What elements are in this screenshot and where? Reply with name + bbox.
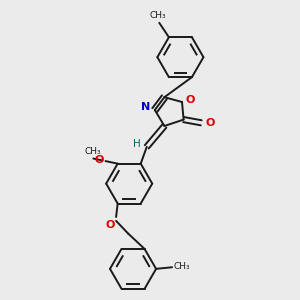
Text: O: O [105, 220, 115, 230]
Text: CH₃: CH₃ [84, 147, 101, 156]
Text: O: O [95, 155, 104, 165]
Text: H: H [133, 139, 140, 149]
Text: O: O [206, 118, 215, 128]
Text: O: O [186, 95, 195, 105]
Text: N: N [141, 102, 150, 112]
Text: CH₃: CH₃ [173, 262, 190, 271]
Text: CH₃: CH₃ [149, 11, 166, 20]
